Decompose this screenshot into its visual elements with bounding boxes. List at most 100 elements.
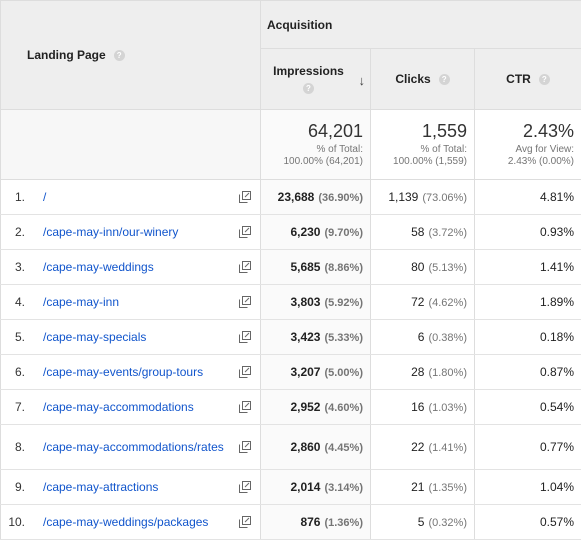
landing-page-link[interactable]: /cape-may-accommodations/rates <box>43 440 224 454</box>
table-row: 6. /cape-may-events/group-tours 3,207 (5.00… <box>0 354 581 390</box>
help-icon[interactable]: ? <box>113 50 125 62</box>
clicks-percent: (3.72%) <box>428 227 467 239</box>
landing-page-cell: 9. /cape-may-attractions <box>0 469 261 505</box>
landing-page-link[interactable]: /cape-may-accommodations <box>43 400 194 414</box>
impressions-cell: 23,688 (36.90%) <box>260 179 371 215</box>
clicks-cell: 16 (1.03%) <box>370 389 475 425</box>
open-in-new-window-icon[interactable] <box>239 226 251 238</box>
help-icon[interactable]: ? <box>538 74 550 86</box>
open-in-new-window-icon[interactable] <box>239 191 251 203</box>
ctr-value: 1.89% <box>539 295 575 309</box>
acquisition-group-header: Acquisition <box>259 0 581 49</box>
impressions-value: 2,014 <box>290 480 321 494</box>
impressions-cell: 2,014 (3.14%) <box>260 469 371 505</box>
impressions-percent: (4.60%) <box>324 402 363 414</box>
clicks-percent: (5.13%) <box>428 262 467 274</box>
ctr-value: 1.04% <box>539 480 575 494</box>
impressions-percent: (4.45%) <box>324 442 363 454</box>
landing-page-column-header[interactable]: Landing Page? <box>0 0 261 110</box>
ctr-cell: 1.41% <box>473 249 581 285</box>
impressions-cell: 3,803 (5.92%) <box>260 284 371 320</box>
clicks-cell: 72 (4.62%) <box>370 284 475 320</box>
landing-page-cell: 6. /cape-may-events/group-tours <box>0 354 261 390</box>
table-row: 8. /cape-may-accommodations/rates 2,860 (4.… <box>0 424 581 470</box>
help-icon[interactable]: ? <box>438 74 450 86</box>
clicks-percent: (0.38%) <box>428 332 467 344</box>
landing-page-cell: 4. /cape-may-inn <box>0 284 261 320</box>
ctr-cell: 4.81% <box>473 179 581 215</box>
clicks-percent: (1.41%) <box>428 442 467 454</box>
landing-page-header-label: Landing Page <box>27 48 106 62</box>
clicks-value: 6 <box>417 330 425 344</box>
impressions-percent: (1.36%) <box>324 517 363 529</box>
landing-page-cell: 7. /cape-may-accommodations <box>0 389 261 425</box>
ctr-value: 4.81% <box>539 190 575 204</box>
impressions-percent: (5.33%) <box>324 332 363 344</box>
table-row: 10. /cape-may-weddings/packages 876 (1.36%)… <box>0 504 581 540</box>
clicks-value: 58 <box>411 225 425 239</box>
open-in-new-window-icon[interactable] <box>239 366 251 378</box>
clicks-cell: 28 (1.80%) <box>370 354 475 390</box>
landing-page-link[interactable]: /cape-may-attractions <box>43 480 159 494</box>
open-in-new-window-icon[interactable] <box>239 261 251 273</box>
clicks-cell: 22 (1.41%) <box>370 424 475 470</box>
impressions-total-detail: 100.00% (64,201) <box>283 156 363 167</box>
landing-page-link[interactable]: /cape-may-weddings/packages <box>43 515 209 529</box>
clicks-value: 72 <box>411 295 425 309</box>
ctr-cell: 0.18% <box>473 319 581 355</box>
ctr-value: 0.77% <box>539 440 575 454</box>
row-index: 2. <box>14 225 25 239</box>
impressions-header-label: Impressions <box>273 64 344 78</box>
ctr-value: 0.87% <box>539 365 575 379</box>
ctr-total: 2.43% <box>522 121 575 141</box>
landing-page-link[interactable]: /cape-may-weddings <box>43 260 154 274</box>
clicks-column-header[interactable]: Clicks? <box>370 48 475 110</box>
clicks-value: 22 <box>411 440 425 454</box>
clicks-total-detail: 100.00% (1,559) <box>393 156 467 167</box>
landing-page-cell: 1. / <box>0 179 261 215</box>
landing-page-link[interactable]: /cape-may-inn <box>43 295 120 309</box>
ctr-total-note: Avg for View: <box>515 144 575 155</box>
ctr-value: 1.41% <box>539 260 575 274</box>
landing-page-link[interactable]: /cape-may-specials <box>43 330 147 344</box>
impressions-percent: (3.14%) <box>324 482 363 494</box>
totals-row: 64,201 % of Total: 100.00% (64,201) 1,55… <box>0 109 581 180</box>
help-icon[interactable]: ? <box>303 83 314 95</box>
ctr-cell: 0.93% <box>473 214 581 250</box>
open-in-new-window-icon[interactable] <box>239 331 251 343</box>
sort-descending-icon[interactable]: ↓ <box>358 73 366 88</box>
open-in-new-window-icon[interactable] <box>239 296 251 308</box>
row-index: 3. <box>14 260 25 274</box>
landing-page-cell: 3. /cape-may-weddings <box>0 249 261 285</box>
open-in-new-window-icon[interactable] <box>239 516 251 528</box>
open-in-new-window-icon[interactable] <box>239 401 251 413</box>
impressions-total-note: % of Total: <box>316 144 363 155</box>
ctr-column-header[interactable]: CTR? <box>473 48 581 110</box>
table-row: 7./cape-may-accommodations 2,952 (4.60%) 16… <box>0 389 581 425</box>
landing-page-link[interactable]: /cape-may-inn/our-winery <box>43 225 179 239</box>
open-in-new-window-icon[interactable] <box>239 441 251 453</box>
table-row: 5./cape-may-specials 3,423 (5.33%) 6 (0.38%)… <box>0 319 581 355</box>
impressions-cell: 3,207 (5.00%) <box>260 354 371 390</box>
impressions-total: 64,201 <box>307 121 363 141</box>
acquisition-header-label: Acquisition <box>267 17 333 32</box>
ctr-cell: 1.89% <box>473 284 581 320</box>
table-row: 1./23,688 (36.90%) 1,139 (73.06%) 4.81% <box>0 179 581 215</box>
clicks-value: 80 <box>411 260 425 274</box>
landing-page-link[interactable]: /cape-may-events/group-tours <box>43 365 204 379</box>
clicks-percent: (73.06%) <box>422 192 467 204</box>
landing-page-link[interactable]: / <box>43 190 47 204</box>
table-row: 4./cape-may-inn 3,803 (5.92%) 72 (4.62%) 1.89… <box>0 284 581 320</box>
open-in-new-window-icon[interactable] <box>239 481 251 493</box>
impressions-cell: 6,230 (9.70%) <box>260 214 371 250</box>
ctr-value: 0.93% <box>539 225 575 239</box>
clicks-percent: (0.32%) <box>428 517 467 529</box>
impressions-value: 3,803 <box>290 295 321 309</box>
clicks-percent: (4.62%) <box>428 297 467 309</box>
row-index: 9. <box>14 480 25 494</box>
clicks-value: 28 <box>411 365 425 379</box>
clicks-cell: 58 (3.72%) <box>370 214 475 250</box>
impressions-column-header[interactable]: Impressions ? ↓ <box>260 48 371 110</box>
clicks-percent: (1.03%) <box>428 402 467 414</box>
clicks-cell: 6 (0.38%) <box>370 319 475 355</box>
